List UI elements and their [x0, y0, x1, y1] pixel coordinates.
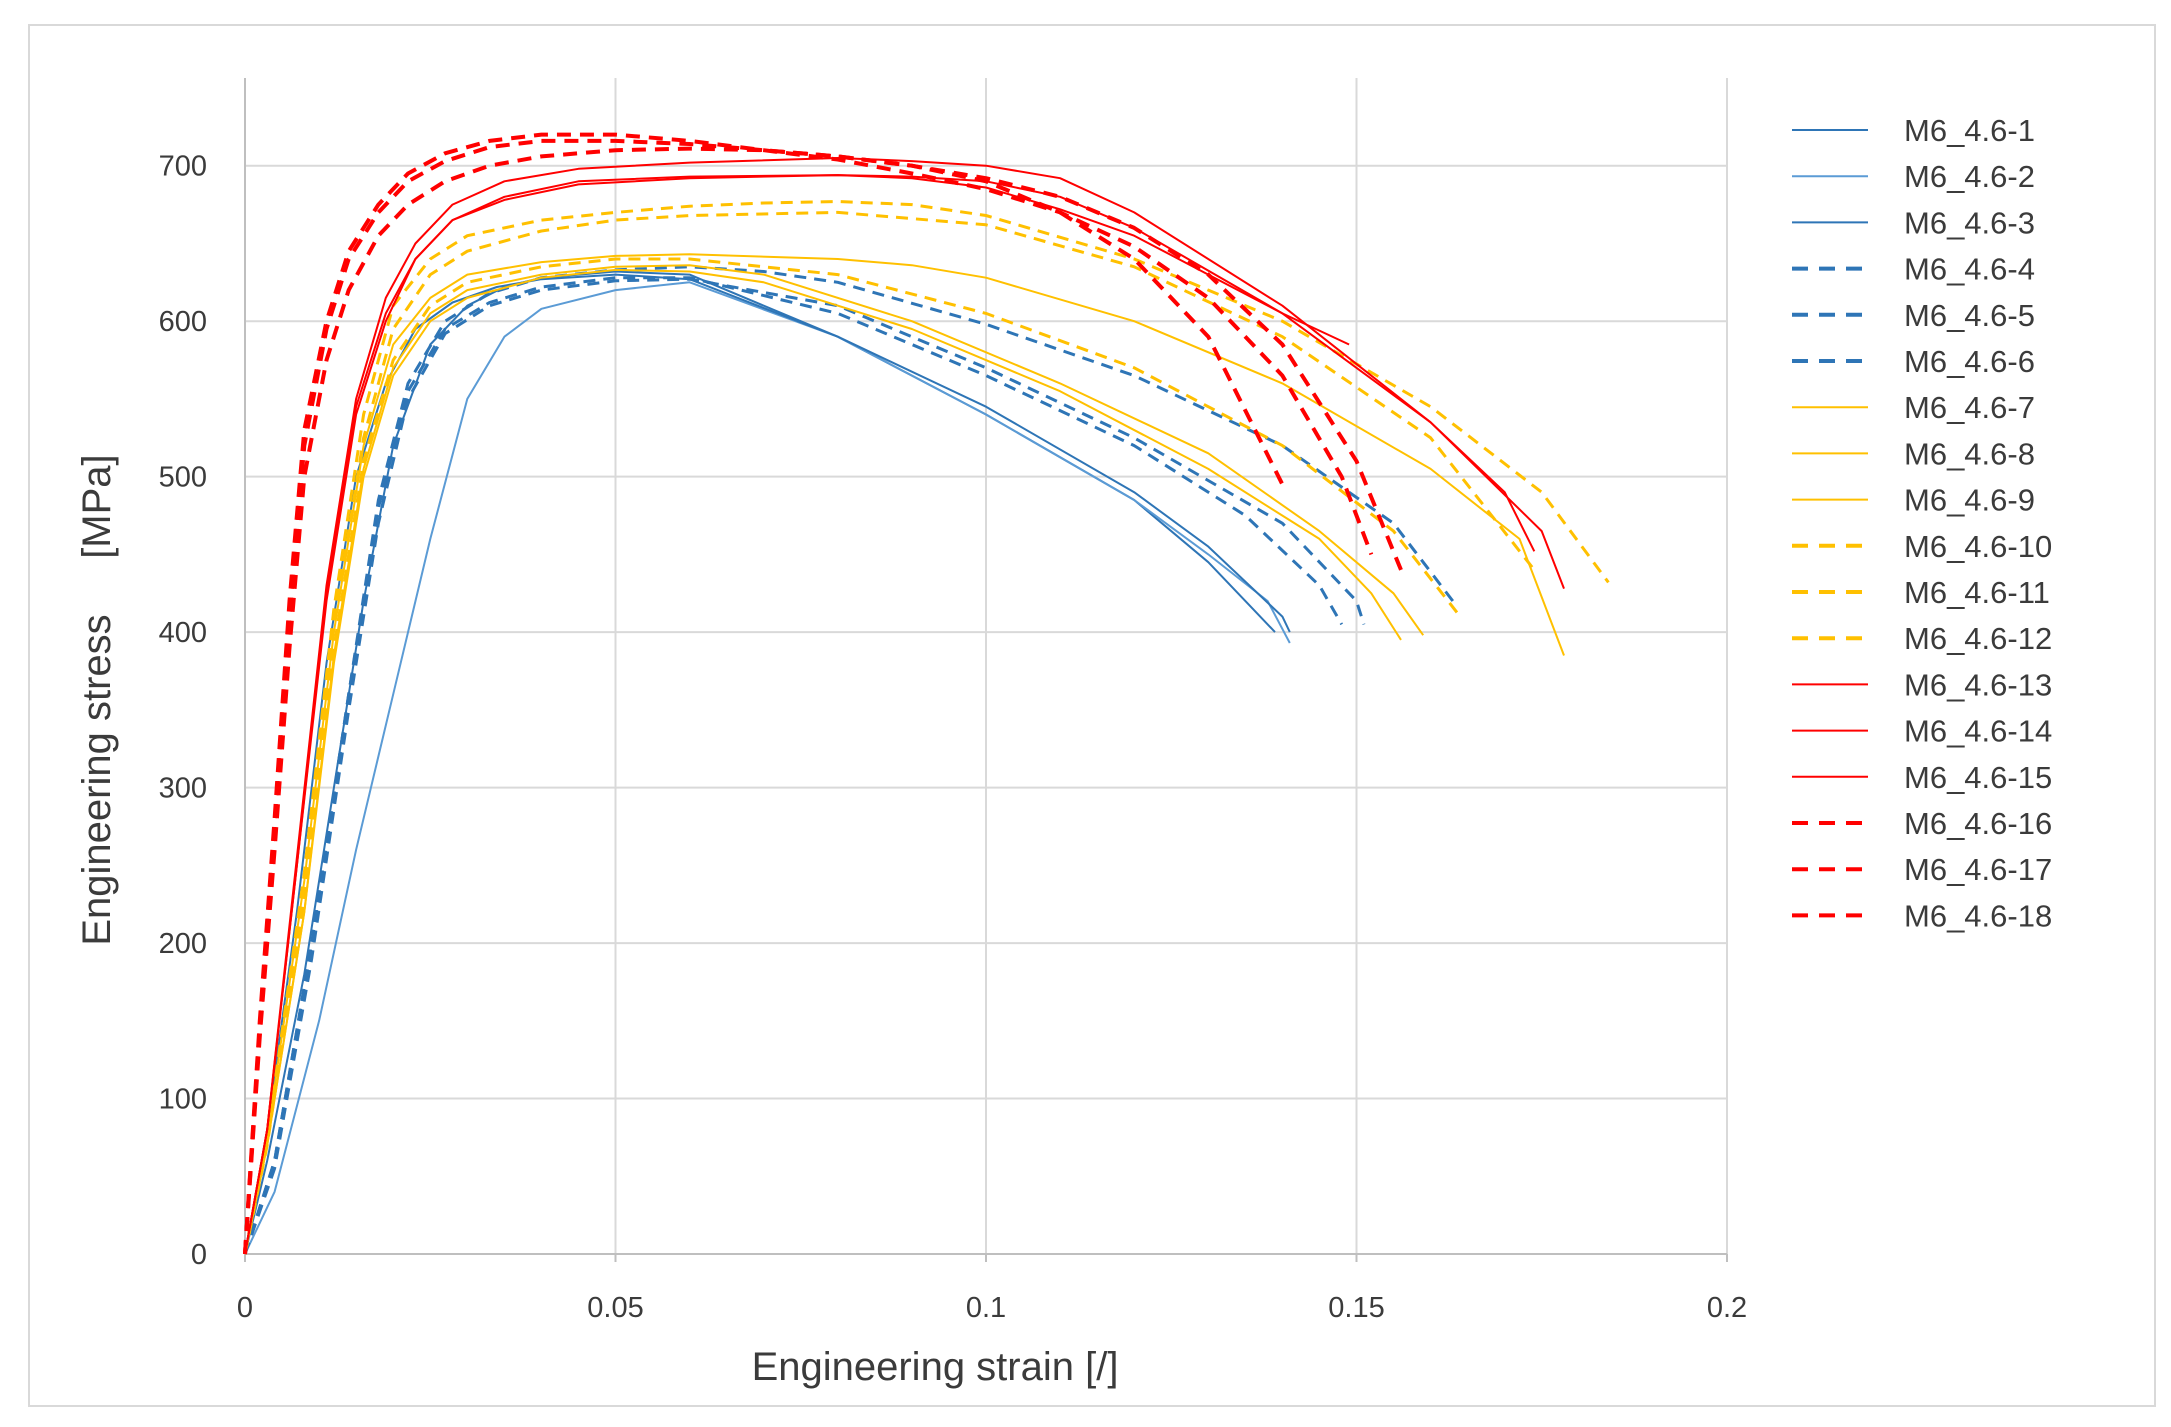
x-tick-label: 0.1 [966, 1292, 1006, 1324]
x-tick-label: 0.2 [1707, 1292, 1747, 1324]
x-tick-label: 0 [237, 1292, 253, 1324]
legend-label-6: M6_4.6-6 [1904, 344, 2035, 379]
y-tick-label: 600 [159, 306, 207, 338]
y-tick-label: 300 [159, 773, 207, 805]
series-line-9 [244, 253, 1565, 1255]
grid [245, 78, 1728, 1254]
x-axis-title: Engineering strain [/] [752, 1345, 1119, 1389]
legend-label-8: M6_4.6-8 [1904, 436, 2035, 471]
series-line-15 [244, 174, 1565, 1255]
legend-label-17: M6_4.6-17 [1904, 852, 2052, 887]
series-line-10 [243, 257, 1462, 1255]
legend-label-13: M6_4.6-13 [1904, 667, 2052, 702]
x-tick-label: 0.05 [587, 1292, 643, 1324]
y-tick-label: 400 [159, 617, 207, 649]
series-line-4 [243, 276, 1344, 1255]
legend-label-4: M6_4.6-4 [1904, 252, 2035, 287]
series-line-16 [243, 132, 1374, 1255]
series-line-18 [243, 138, 1403, 1255]
legend-label-5: M6_4.6-5 [1904, 298, 2035, 333]
series-line-5 [243, 277, 1366, 1255]
series-line-12 [243, 200, 1610, 1255]
legend-label-7: M6_4.6-7 [1904, 390, 2035, 425]
y-tick-label: 700 [159, 151, 207, 183]
y-tick-label: 100 [159, 1084, 207, 1116]
x-tick-label: 0.15 [1328, 1292, 1384, 1324]
series-group [243, 132, 1610, 1255]
legend-label-10: M6_4.6-10 [1904, 529, 2052, 564]
tick-labels: 0 100 200 300 400 500 600 700 0 0.05 0.1 0.15 0.2 [159, 151, 1748, 1324]
series-line-17 [243, 146, 1285, 1255]
y-axis-title: Engineering stress [MPa] [75, 454, 119, 945]
axes [244, 78, 1728, 1262]
series-line-14 [244, 157, 1536, 1255]
series-line-6 [243, 265, 1454, 1255]
y-tick-label: 500 [159, 462, 207, 494]
legend-label-9: M6_4.6-9 [1904, 483, 2035, 518]
legend-label-1: M6_4.6-1 [1904, 113, 2035, 148]
legend-label-2: M6_4.6-2 [1904, 159, 2035, 194]
legend-label-16: M6_4.6-16 [1904, 806, 2052, 841]
legend-label-12: M6_4.6-12 [1904, 621, 2052, 656]
figure-border [28, 24, 2156, 1407]
legend-label-18: M6_4.6-18 [1904, 898, 2052, 933]
y-tick-label: 200 [159, 928, 207, 960]
legend-label-15: M6_4.6-15 [1904, 760, 2052, 795]
y-tick-label: 0 [191, 1239, 207, 1271]
legend: M6_4.6-1 M6_4.6-2 M6_4.6-3 M6_4.6-4 M6_4.6-5… [1792, 113, 2052, 933]
legend-label-11: M6_4.6-11 [1904, 575, 2050, 610]
series-line-2 [244, 281, 1291, 1255]
legend-label-3: M6_4.6-3 [1904, 205, 2035, 240]
legend-label-14: M6_4.6-14 [1904, 714, 2052, 749]
